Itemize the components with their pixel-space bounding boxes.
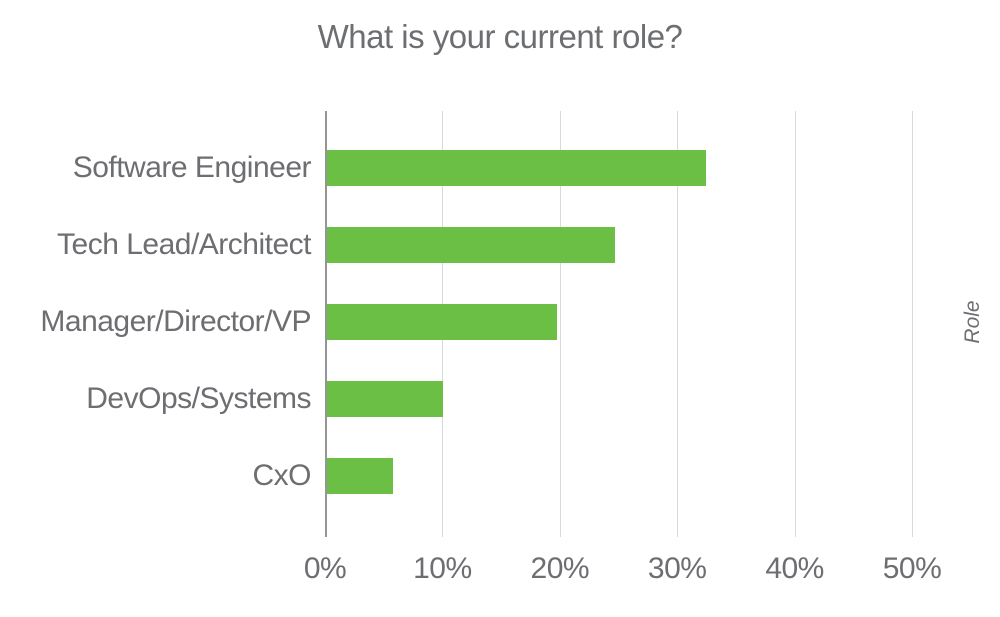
zero-axis-line	[325, 111, 327, 537]
gridline	[912, 111, 913, 537]
x-tick-label: 40%	[765, 552, 824, 585]
bar	[327, 304, 558, 341]
x-tick-label: 50%	[882, 552, 942, 585]
category-label: DevOps/Systems	[86, 382, 311, 416]
bar	[327, 458, 393, 495]
category-label: Manager/Director/VP	[40, 305, 311, 339]
x-tick-label: 20%	[530, 552, 590, 585]
x-tick-label: 10%	[413, 552, 472, 585]
category-label: Software Engineer	[72, 151, 312, 184]
bar	[327, 150, 707, 186]
y-axis-title: Role	[961, 300, 984, 344]
category-label: Tech Lead/Architect	[57, 228, 311, 262]
gridline	[677, 111, 679, 537]
chart-title: What is your current role?	[317, 18, 683, 55]
x-tick-label: 0%	[303, 552, 347, 585]
bar	[327, 381, 444, 418]
plot-area	[325, 111, 913, 537]
gridline	[559, 111, 561, 537]
category-label: CxO	[252, 459, 312, 493]
bar	[327, 227, 615, 264]
x-tick-label: 30%	[647, 552, 707, 585]
gridline	[794, 111, 796, 537]
